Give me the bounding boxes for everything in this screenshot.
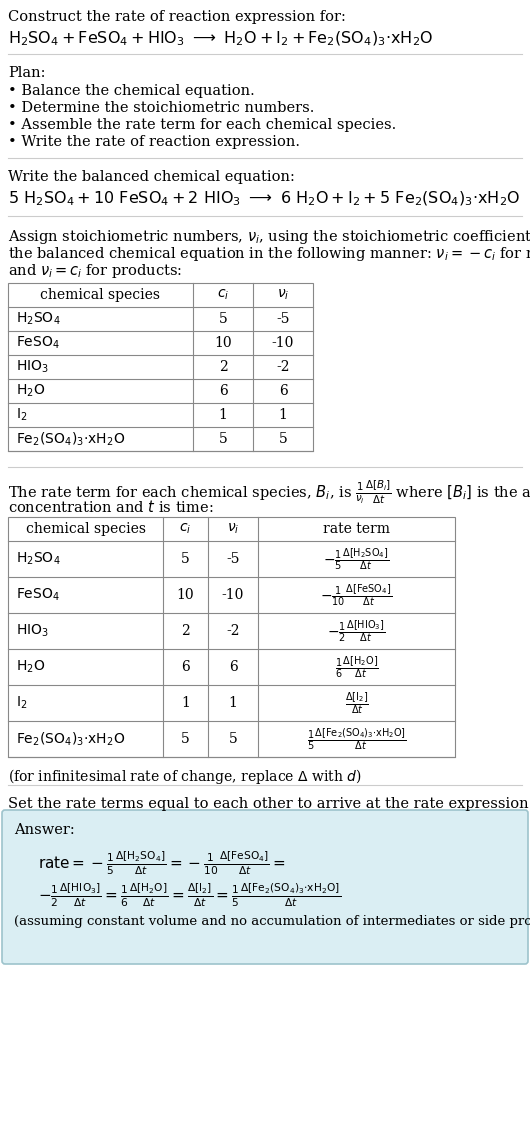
Text: 1: 1 — [279, 408, 287, 423]
Text: $\mathrm{H_2SO_4 + FeSO_4 + HIO_3 \ {\longrightarrow} \ H_2O + I_2 + Fe_2(SO_4)_: $\mathrm{H_2SO_4 + FeSO_4 + HIO_3 \ {\lo… — [8, 30, 433, 48]
Text: $\mathrm{HIO_3}$: $\mathrm{HIO_3}$ — [16, 622, 49, 640]
Text: $c_i$: $c_i$ — [179, 522, 192, 537]
Text: $\frac{1}{5}\frac{\Delta[\mathrm{Fe_2(SO_4)_3{\cdot}xH_2O}]}{\Delta t}$: $\frac{1}{5}\frac{\Delta[\mathrm{Fe_2(SO… — [307, 726, 407, 751]
Text: 2: 2 — [218, 360, 227, 373]
Text: 6: 6 — [181, 660, 190, 674]
Text: 5: 5 — [181, 732, 190, 746]
Text: • Assemble the rate term for each chemical species.: • Assemble the rate term for each chemic… — [8, 118, 396, 132]
Text: $c_i$: $c_i$ — [217, 288, 229, 303]
Text: and $\nu_i = c_i$ for products:: and $\nu_i = c_i$ for products: — [8, 262, 182, 280]
Text: concentration and $t$ is time:: concentration and $t$ is time: — [8, 499, 214, 515]
Text: $\mathrm{Fe_2(SO_4)_3{\cdot}xH_2O}$: $\mathrm{Fe_2(SO_4)_3{\cdot}xH_2O}$ — [16, 730, 125, 748]
Text: 5: 5 — [181, 552, 190, 566]
Text: • Determine the stoichiometric numbers.: • Determine the stoichiometric numbers. — [8, 100, 314, 115]
Text: $\mathrm{rate} = -\frac{1}{5}\frac{\Delta[\mathrm{H_2SO_4}]}{\Delta t} = -\frac{: $\mathrm{rate} = -\frac{1}{5}\frac{\Delt… — [38, 849, 286, 877]
Text: $\mathrm{H_2SO_4}$: $\mathrm{H_2SO_4}$ — [16, 311, 60, 328]
Text: $\mathrm{I_2}$: $\mathrm{I_2}$ — [16, 407, 28, 424]
Text: -5: -5 — [226, 552, 240, 566]
Text: -10: -10 — [222, 588, 244, 602]
Text: 5: 5 — [279, 432, 287, 447]
Text: 6: 6 — [279, 384, 287, 399]
Text: (for infinitesimal rate of change, replace $\Delta$ with $d$): (for infinitesimal rate of change, repla… — [8, 767, 362, 786]
Text: $\mathrm{I_2}$: $\mathrm{I_2}$ — [16, 694, 28, 711]
Text: • Write the rate of reaction expression.: • Write the rate of reaction expression. — [8, 135, 300, 148]
Text: $-\frac{1}{5}\frac{\Delta[\mathrm{H_2SO_4}]}{\Delta t}$: $-\frac{1}{5}\frac{\Delta[\mathrm{H_2SO_… — [323, 546, 390, 572]
Text: 6: 6 — [228, 660, 237, 674]
Text: chemical species: chemical species — [25, 522, 146, 536]
Text: 10: 10 — [176, 588, 195, 602]
Text: Plan:: Plan: — [8, 66, 46, 80]
Bar — [8, 283, 313, 451]
Text: 10: 10 — [214, 336, 232, 349]
Text: Answer:: Answer: — [14, 823, 75, 837]
Text: 1: 1 — [228, 695, 237, 710]
Text: -5: -5 — [276, 312, 290, 325]
Text: 1: 1 — [181, 695, 190, 710]
Text: $\mathrm{FeSO_4}$: $\mathrm{FeSO_4}$ — [16, 335, 60, 352]
Text: $\mathrm{FeSO_4}$: $\mathrm{FeSO_4}$ — [16, 587, 60, 603]
Text: $-\frac{1}{2}\frac{\Delta[\mathrm{HIO_3}]}{\Delta t}$: $-\frac{1}{2}\frac{\Delta[\mathrm{HIO_3}… — [328, 618, 386, 644]
Text: -2: -2 — [276, 360, 290, 373]
Text: $-\frac{1}{2}\frac{\Delta[\mathrm{HIO_3}]}{\Delta t} = \frac{1}{6}\frac{\Delta[\: $-\frac{1}{2}\frac{\Delta[\mathrm{HIO_3}… — [38, 880, 341, 909]
Text: 6: 6 — [218, 384, 227, 399]
Text: $\mathrm{H_2SO_4}$: $\mathrm{H_2SO_4}$ — [16, 550, 60, 568]
Text: Set the rate terms equal to each other to arrive at the rate expression:: Set the rate terms equal to each other t… — [8, 797, 530, 811]
Text: 5: 5 — [218, 312, 227, 325]
Text: 5: 5 — [218, 432, 227, 447]
Text: -2: -2 — [226, 624, 240, 638]
Text: chemical species: chemical species — [40, 288, 161, 301]
Bar — [8, 517, 455, 757]
Text: $-\frac{1}{10}\frac{\Delta[\mathrm{FeSO_4}]}{\Delta t}$: $-\frac{1}{10}\frac{\Delta[\mathrm{FeSO_… — [321, 582, 393, 608]
Text: $\mathrm{HIO_3}$: $\mathrm{HIO_3}$ — [16, 359, 49, 376]
Text: $\frac{\Delta[\mathrm{I_2}]}{\Delta t}$: $\frac{\Delta[\mathrm{I_2}]}{\Delta t}$ — [344, 690, 368, 716]
Text: -10: -10 — [272, 336, 294, 349]
Text: The rate term for each chemical species, $B_i$, is $\frac{1}{\nu_i}\frac{\Delta[: The rate term for each chemical species,… — [8, 478, 530, 506]
Text: • Balance the chemical equation.: • Balance the chemical equation. — [8, 85, 255, 98]
Text: 5: 5 — [228, 732, 237, 746]
Text: 2: 2 — [181, 624, 190, 638]
Text: Write the balanced chemical equation:: Write the balanced chemical equation: — [8, 170, 295, 184]
Text: rate term: rate term — [323, 522, 390, 536]
Text: $\mathrm{5\ H_2SO_4 + 10\ FeSO_4 + 2\ HIO_3 \ {\longrightarrow} \ 6\ H_2O + I_2 : $\mathrm{5\ H_2SO_4 + 10\ FeSO_4 + 2\ HI… — [8, 190, 520, 208]
Text: the balanced chemical equation in the following manner: $\nu_i = -c_i$ for react: the balanced chemical equation in the fo… — [8, 246, 530, 263]
Text: $\mathrm{Fe_2(SO_4)_3{\cdot}xH_2O}$: $\mathrm{Fe_2(SO_4)_3{\cdot}xH_2O}$ — [16, 431, 125, 448]
Text: Construct the rate of reaction expression for:: Construct the rate of reaction expressio… — [8, 10, 346, 24]
Text: $\nu_i$: $\nu_i$ — [277, 288, 289, 303]
Text: $\frac{1}{6}\frac{\Delta[\mathrm{H_2O}]}{\Delta t}$: $\frac{1}{6}\frac{\Delta[\mathrm{H_2O}]}… — [334, 654, 378, 679]
Text: $\mathrm{H_2O}$: $\mathrm{H_2O}$ — [16, 383, 45, 400]
FancyBboxPatch shape — [2, 810, 528, 964]
Text: Assign stoichiometric numbers, $\nu_i$, using the stoichiometric coefficients, $: Assign stoichiometric numbers, $\nu_i$, … — [8, 228, 530, 246]
Text: (assuming constant volume and no accumulation of intermediates or side products): (assuming constant volume and no accumul… — [14, 915, 530, 928]
Text: $\nu_i$: $\nu_i$ — [227, 522, 239, 537]
Text: 1: 1 — [218, 408, 227, 423]
Text: $\mathrm{H_2O}$: $\mathrm{H_2O}$ — [16, 659, 45, 675]
